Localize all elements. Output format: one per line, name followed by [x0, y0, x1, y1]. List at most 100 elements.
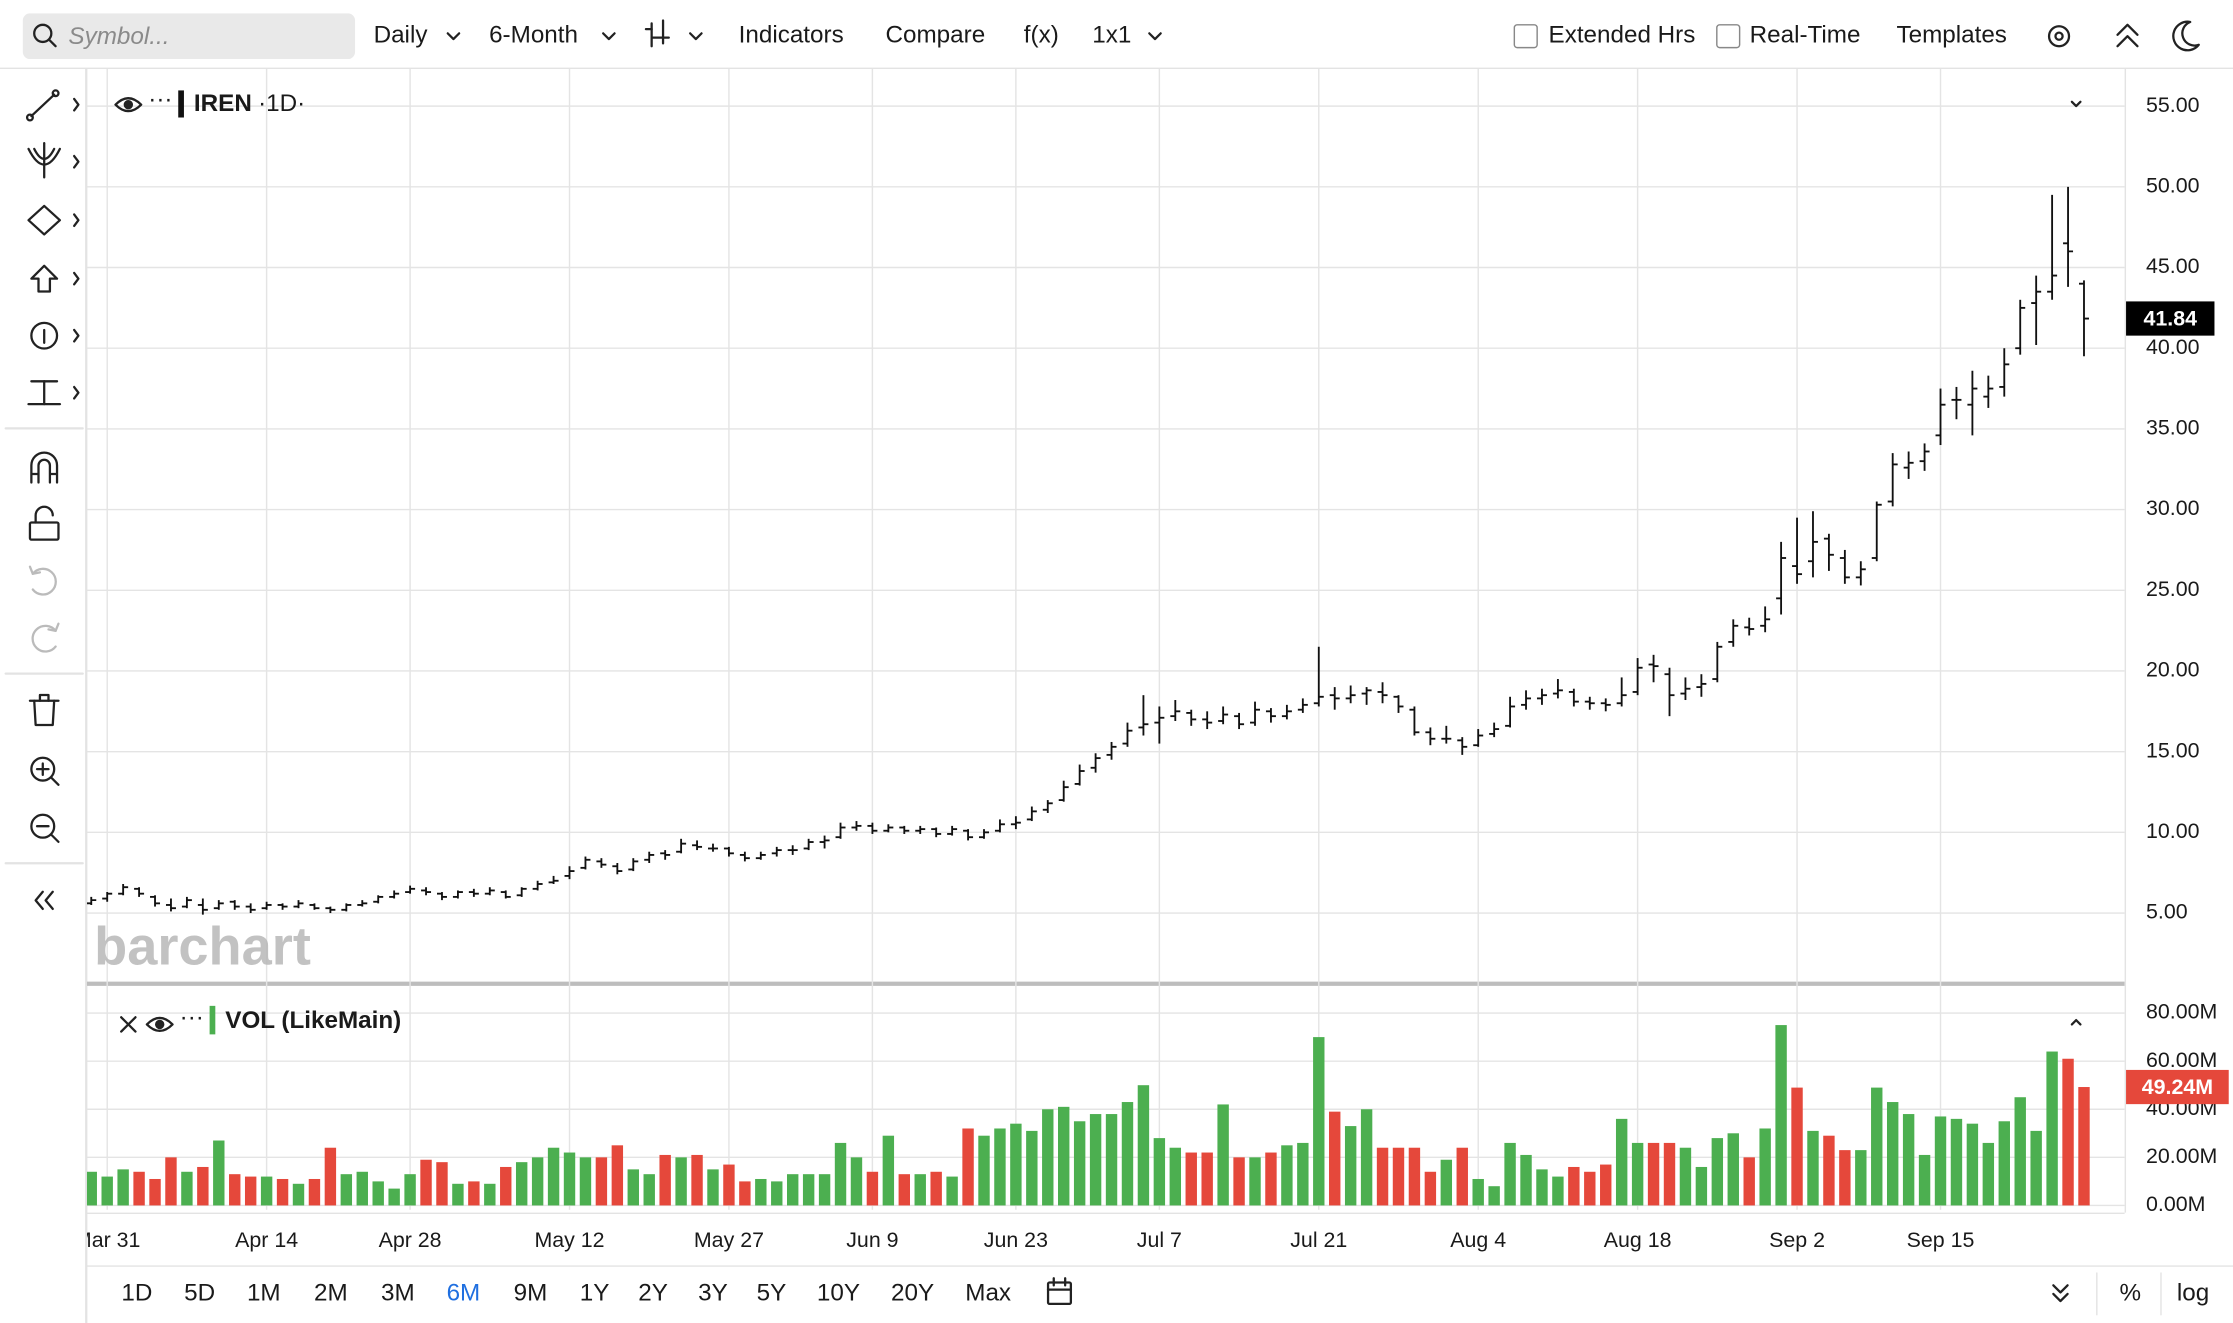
volume-bar: [1647, 1142, 1660, 1206]
volume-bar: [579, 1157, 592, 1206]
volume-bar: [1456, 1147, 1468, 1206]
chart-type-button[interactable]: [644, 19, 670, 48]
extended-hours-toggle[interactable]: Extended Hrs: [1549, 22, 1696, 49]
volume-bar: [101, 1176, 113, 1206]
settings-button[interactable]: [2047, 25, 2071, 48]
range-option[interactable]: 6M: [447, 1279, 481, 1306]
volume-bar: [1344, 1126, 1357, 1206]
more-icon[interactable]: ···: [148, 86, 172, 113]
checkbox[interactable]: [1513, 24, 1538, 49]
close-icon[interactable]: [120, 1016, 137, 1033]
volume-bar: [2046, 1051, 2058, 1206]
templates-button[interactable]: Templates: [1896, 22, 2006, 49]
layout-button[interactable]: 1x1: [1092, 22, 1131, 49]
zoom-in-button[interactable]: [30, 756, 60, 786]
magnet-tool[interactable]: [30, 451, 59, 484]
range-option[interactable]: 10Y: [817, 1279, 860, 1306]
y-tick-label: 10.00: [2146, 819, 2200, 843]
range-option[interactable]: 3Y: [698, 1279, 728, 1306]
x-tick-label: Aug 4: [1450, 1228, 1506, 1252]
more-icon[interactable]: ···: [180, 1004, 204, 1031]
real-time-toggle[interactable]: Real-Time: [1750, 22, 1861, 49]
volume-bar: [643, 1174, 655, 1206]
interval-button[interactable]: Daily: [374, 22, 429, 49]
volume-bar: [1536, 1169, 1548, 1206]
volume-bar: [1695, 1166, 1708, 1206]
delete-button[interactable]: [28, 693, 60, 727]
y-tick-label: 20.00: [2146, 658, 2200, 682]
y-tick-label: 15.00: [2146, 738, 2200, 762]
indicators-button[interactable]: Indicators: [739, 22, 844, 49]
volume-bar: [691, 1154, 703, 1206]
theme-button[interactable]: [2172, 20, 2200, 52]
volume-bar: [1137, 1085, 1150, 1206]
range-option[interactable]: 1M: [247, 1279, 281, 1306]
symbol-search[interactable]: Symbol...: [22, 13, 356, 60]
shape-tool[interactable]: [27, 204, 80, 236]
y-tick-label: 45.00: [2146, 254, 2200, 278]
symbol-label: IREN: [194, 90, 252, 117]
volume-bar: [1185, 1152, 1197, 1206]
range-option[interactable]: 5D: [184, 1279, 215, 1306]
range-option[interactable]: 2M: [314, 1279, 348, 1306]
volume-bar: [452, 1183, 464, 1206]
redo-button[interactable]: [31, 622, 60, 653]
lock-tool[interactable]: [28, 505, 60, 541]
log-toggle[interactable]: log: [2177, 1279, 2209, 1306]
range-option[interactable]: 1Y: [580, 1279, 610, 1306]
volume-bar: [914, 1174, 926, 1206]
volume-bar: [276, 1178, 289, 1206]
measure-tool[interactable]: [27, 380, 80, 406]
range-option[interactable]: 3M: [381, 1279, 415, 1306]
visibility-icon[interactable]: [114, 97, 143, 113]
range-option[interactable]: 9M: [514, 1279, 548, 1306]
range-option[interactable]: 20Y: [891, 1279, 934, 1306]
fx-button[interactable]: f(x): [1024, 22, 1059, 49]
scroll-button[interactable]: [2052, 1284, 2069, 1303]
pane-menu[interactable]: [2070, 100, 2082, 108]
volume-bar: [356, 1171, 368, 1206]
volume-bar: [229, 1174, 241, 1206]
collapse-toolbar-button[interactable]: [34, 890, 54, 911]
volume-bar: [1679, 1147, 1692, 1206]
x-tick-label: Jun 9: [846, 1228, 898, 1252]
volume-bar: [1121, 1102, 1134, 1206]
checkbox[interactable]: [1716, 24, 1741, 49]
line-tool[interactable]: [25, 89, 80, 122]
search-box[interactable]: [22, 13, 356, 60]
visibility-icon[interactable]: [145, 1016, 174, 1032]
volume-bar: [563, 1152, 576, 1206]
series-swatch: [209, 1005, 216, 1035]
calendar-button[interactable]: [1046, 1277, 1073, 1306]
range-button[interactable]: 6-Month: [489, 22, 578, 49]
range-option[interactable]: 5Y: [757, 1279, 787, 1306]
x-tick-label: Sep 2: [1769, 1228, 1825, 1252]
range-option[interactable]: 2Y: [638, 1279, 668, 1306]
range-option[interactable]: 1D: [121, 1279, 152, 1306]
volume-bar: [1105, 1114, 1118, 1206]
volume-bar: [1042, 1109, 1054, 1206]
arrow-tool[interactable]: [30, 264, 80, 293]
x-tick-label: Apr 28: [379, 1228, 442, 1252]
range-option[interactable]: Max: [965, 1279, 1011, 1306]
undo-button[interactable]: [28, 565, 57, 596]
dropdown-caret: [446, 32, 461, 41]
volume-bar: [1504, 1142, 1516, 1206]
last-price-tag: [2126, 301, 2215, 336]
search-placeholder: Symbol...: [68, 23, 169, 50]
volume-bar: [1265, 1152, 1277, 1206]
x-tick-label: Aug 18: [1604, 1228, 1672, 1252]
volume-bar: [1584, 1171, 1596, 1206]
pane-menu[interactable]: [2070, 1018, 2082, 1026]
fib-tool[interactable]: [27, 142, 80, 179]
collapse-button[interactable]: [2116, 23, 2139, 48]
x-tick-label: Jun 23: [984, 1228, 1048, 1252]
volume-bar: [882, 1135, 895, 1206]
volume-bar: [1600, 1164, 1612, 1206]
percent-toggle[interactable]: %: [2120, 1279, 2142, 1306]
volume-bar: [786, 1174, 799, 1206]
annotation-tool[interactable]: [30, 321, 80, 350]
compare-button[interactable]: Compare: [885, 22, 985, 49]
zoom-out-button[interactable]: [30, 813, 60, 844]
